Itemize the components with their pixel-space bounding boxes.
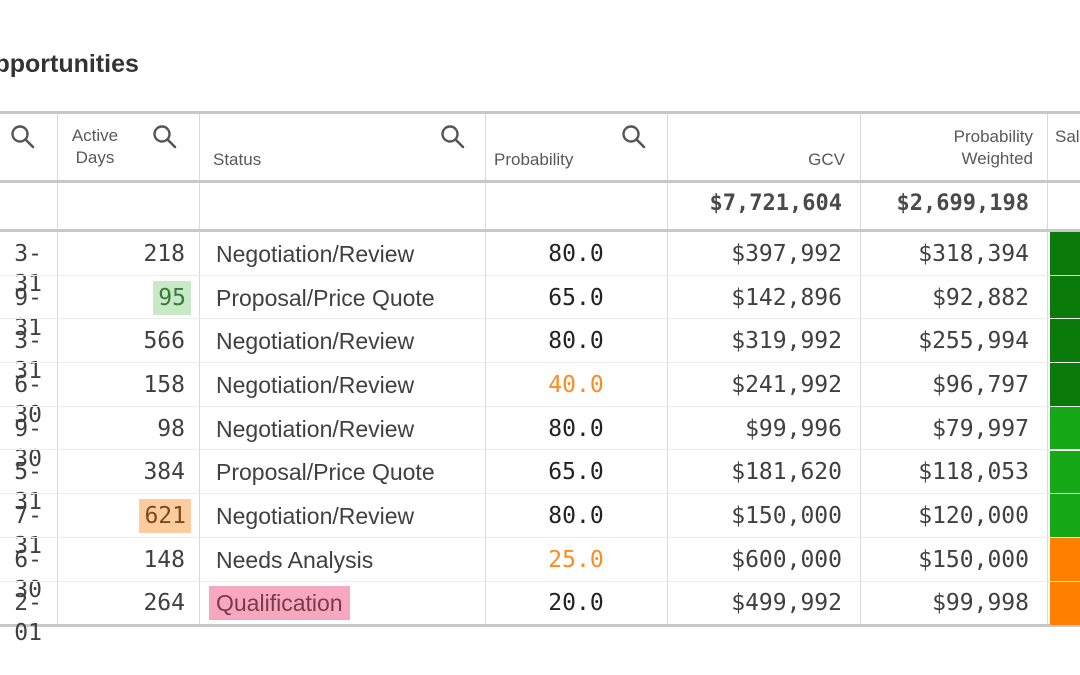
table-row[interactable]: 7-31 621 Negotiation/Review 80.0 $150,000 $12…	[0, 494, 1080, 559]
active-days-cell: 98	[157, 415, 185, 442]
table-row[interactable]: 3-31 218 Negotiation/Review 80.0 $397,992 $31…	[0, 232, 1080, 297]
row-divider	[0, 274, 1080, 276]
probability-cell: 40.0	[548, 371, 604, 398]
sales-stage-color-bar	[1050, 537, 1080, 582]
column-divider	[860, 114, 861, 624]
weighted-cell: $79,997	[932, 415, 1029, 442]
gcv-cell: $99,996	[745, 415, 842, 442]
close-date-cell: 2-01	[14, 590, 42, 647]
probability-cell: 80.0	[548, 415, 604, 442]
weighted-cell: $96,797	[932, 371, 1029, 398]
weighted-cell: $118,053	[918, 459, 1029, 486]
table-row[interactable]: 3-31 566 Negotiation/Review 80.0 $319,992 $25…	[0, 319, 1080, 384]
probability-cell: 25.0	[548, 546, 604, 573]
row-divider	[0, 580, 1080, 582]
totals-row: $7,721,604 $2,699,198	[0, 180, 1080, 232]
sales-stage-color-bar	[1050, 450, 1080, 495]
status-cell: Negotiation/Review	[216, 415, 415, 442]
weighted-total: $2,699,198	[896, 191, 1029, 216]
search-icon[interactable]	[440, 124, 466, 150]
weighted-cell: $318,394	[918, 240, 1029, 267]
gcv-cell: $181,620	[731, 459, 842, 486]
sales-stage-color-bar	[1050, 406, 1080, 451]
status-cell: Negotiation/Review	[216, 328, 415, 355]
status-cell: Negotiation/Review	[216, 371, 415, 398]
sales-stage-color-bar	[1050, 232, 1080, 276]
probability-cell: 80.0	[548, 503, 604, 530]
active-days-cell: 264	[143, 590, 185, 617]
column-divider	[1047, 114, 1048, 624]
gcv-cell: $600,000	[731, 546, 842, 573]
row-divider	[0, 536, 1080, 538]
gcv-header[interactable]: GCV	[808, 150, 845, 169]
row-divider	[0, 449, 1080, 451]
weighted-cell: $120,000	[918, 503, 1029, 530]
sales-stage-color-bar	[1050, 363, 1080, 407]
weighted-cell: $99,998	[932, 590, 1029, 617]
active-days-cell: 218	[143, 240, 185, 267]
status-cell: Needs Analysis	[216, 546, 374, 573]
active-days-cell: 566	[143, 328, 185, 355]
table-row[interactable]: 6-30 158 Negotiation/Review 40.0 $241,992 $96…	[0, 363, 1080, 428]
table-row[interactable]: 6-30 148 Needs Analysis 25.0 $600,000 $150,00…	[0, 537, 1080, 603]
gcv-cell: $319,992	[731, 328, 842, 355]
active-days-cell: 158	[143, 371, 185, 398]
sales-stage-color-bar	[1050, 319, 1080, 364]
weighted-cell: $255,994	[918, 328, 1029, 355]
sales-header[interactable]: Sal	[1055, 127, 1080, 146]
probability-cell: 80.0	[548, 328, 604, 355]
sales-stage-color-bar	[1050, 275, 1080, 320]
status-cell: Negotiation/Review	[216, 503, 415, 530]
active-days-header[interactable]: Active Days	[71, 126, 119, 167]
opportunities-table: Active Days Status Probability GCV Proba…	[0, 111, 1080, 646]
probability-header[interactable]: Probability	[494, 150, 574, 169]
probability-cell: 80.0	[548, 240, 604, 267]
status-header[interactable]: Status	[213, 150, 262, 169]
page-title: Opportunities	[0, 50, 139, 78]
header-row: Active Days Status Probability GCV Proba…	[0, 114, 1080, 180]
gcv-cell: $397,992	[731, 240, 842, 267]
active-days-cell: 621	[139, 499, 191, 534]
sales-stage-color-bar	[1050, 581, 1080, 626]
status-cell: Proposal/Price Quote	[216, 459, 435, 486]
probability-cell: 20.0	[548, 590, 604, 617]
table-row[interactable]: 9-31 95 Proposal/Price Quote 65.0 $142,896 $9…	[0, 275, 1080, 341]
gcv-cell: $241,992	[731, 371, 842, 398]
search-icon[interactable]	[152, 124, 178, 150]
table-row[interactable]: 5-31 384 Proposal/Price Quote 65.0 $181,620 $…	[0, 450, 1080, 515]
column-divider	[485, 114, 486, 624]
gcv-cell: $499,992	[731, 590, 842, 617]
probability-cell: 65.0	[548, 284, 604, 311]
probability-cell: 65.0	[548, 459, 604, 486]
gcv-cell: $150,000	[731, 503, 842, 530]
column-divider	[57, 114, 58, 624]
weighted-cell: $92,882	[932, 284, 1029, 311]
table-row[interactable]: 9-30 98 Negotiation/Review 80.0 $99,996 $79,9…	[0, 406, 1080, 472]
active-days-cell: 384	[143, 459, 185, 486]
column-divider	[199, 114, 200, 624]
weighted-cell: $150,000	[918, 546, 1029, 573]
search-icon[interactable]	[621, 124, 647, 150]
search-icon[interactable]	[10, 124, 36, 150]
probability-weighted-header[interactable]: Probability Weighted	[953, 127, 1033, 168]
status-cell: Qualification	[209, 586, 350, 621]
row-divider	[0, 318, 1080, 320]
row-divider	[0, 493, 1080, 495]
row-divider	[0, 362, 1080, 364]
sales-stage-color-bar	[1050, 494, 1080, 538]
column-divider	[667, 114, 668, 624]
status-cell: Proposal/Price Quote	[216, 284, 435, 311]
status-cell: Negotiation/Review	[216, 240, 415, 267]
active-days-cell: 95	[153, 280, 191, 315]
gcv-cell: $142,896	[731, 284, 842, 311]
close-date-cell: 6-30	[14, 546, 42, 603]
row-divider	[0, 405, 1080, 407]
table-row[interactable]: 2-01 264 Qualification 20.0 $499,992 $99,998	[0, 581, 1080, 646]
active-days-cell: 148	[143, 546, 185, 573]
gcv-total: $7,721,604	[709, 191, 842, 216]
